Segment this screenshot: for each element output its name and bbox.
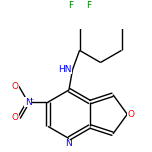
Text: +: + [29, 97, 34, 102]
Text: F: F [68, 1, 73, 10]
Text: O: O [128, 110, 135, 119]
Text: N: N [66, 139, 72, 148]
Text: HN: HN [58, 65, 71, 74]
Text: F: F [86, 1, 91, 10]
Text: N: N [25, 98, 31, 107]
Text: O: O [11, 82, 18, 91]
Text: O: O [11, 113, 18, 122]
